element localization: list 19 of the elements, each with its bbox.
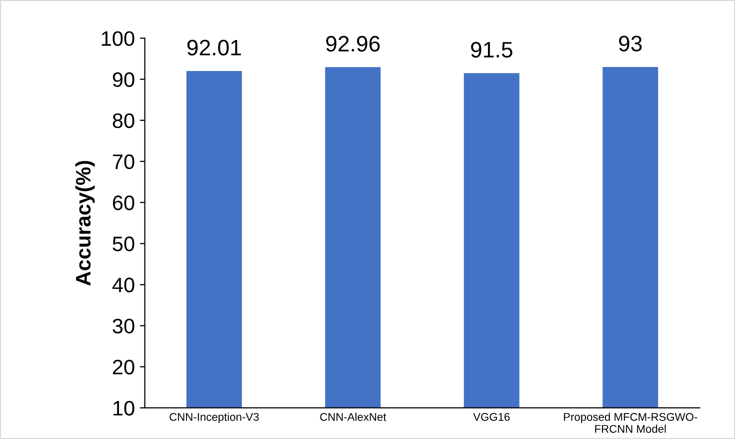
y-tick-label: 10 [113, 400, 134, 416]
x-tick-label: VGG16 [473, 412, 510, 421]
y-tick-label: 40 [112, 278, 134, 292]
y-tick-label: 50 [112, 236, 134, 252]
y-tick-label: 60 [112, 195, 134, 210]
y-tick-label: 80 [112, 113, 134, 128]
data-label: 92.96 [326, 36, 380, 52]
x-tick-label: CNN-Inception-V3 [170, 412, 259, 424]
y-tick-label: 90 [112, 72, 134, 88]
y-tick-label: 20 [112, 360, 134, 375]
y-tick-label: 30 [112, 318, 134, 334]
y-axis-title: Accuracy(%) [75, 160, 95, 286]
data-label: 92.01 [187, 40, 241, 56]
x-tick-label: Proposed MFCM-RSGWO- FRCNN Model [564, 412, 698, 433]
y-tick-label: 100 [102, 31, 134, 46]
data-label: 91.5 [471, 42, 512, 58]
data-label: 93 [619, 36, 642, 52]
y-tick-label: 70 [112, 154, 134, 170]
x-tick-label: CNN-AlexNet [320, 412, 386, 421]
